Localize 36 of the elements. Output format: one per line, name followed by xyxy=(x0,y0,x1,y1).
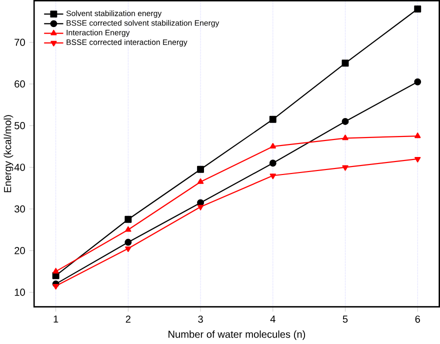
x-tick-label: 2 xyxy=(126,316,130,323)
x-tick-label: 3 xyxy=(198,316,203,323)
point xyxy=(270,143,276,149)
y-axis-title: Energy (kcal/mol) xyxy=(4,115,14,192)
y-tick-label: 10 xyxy=(14,288,25,296)
y-tick-label: 50 xyxy=(14,122,25,130)
point xyxy=(269,116,276,124)
point xyxy=(342,60,349,67)
point xyxy=(414,132,421,138)
x-tick-label: 4 xyxy=(270,316,276,323)
x-axis-title: Number of water molecules (n) xyxy=(168,330,306,340)
point xyxy=(414,157,421,163)
point xyxy=(342,118,349,126)
y-tick-label: 40 xyxy=(14,164,25,172)
y-tick-label: 70 xyxy=(14,38,25,46)
point xyxy=(197,166,204,174)
point xyxy=(342,165,348,171)
point xyxy=(414,6,422,13)
point xyxy=(342,134,348,140)
x-tick-label: 1 xyxy=(54,316,58,323)
x-tick-label: 5 xyxy=(342,316,348,323)
point xyxy=(414,78,422,86)
point xyxy=(270,174,276,180)
y-tick-label: 60 xyxy=(14,80,25,88)
point xyxy=(52,268,59,274)
y-tick-label: 20 xyxy=(14,247,25,254)
point xyxy=(124,239,132,246)
point xyxy=(269,160,276,167)
point xyxy=(125,246,132,252)
point xyxy=(52,284,59,290)
point xyxy=(125,226,132,232)
point xyxy=(197,178,204,184)
x-tick-label: 6 xyxy=(415,316,420,323)
y-tick-label: 30 xyxy=(14,206,25,213)
point xyxy=(124,216,132,224)
point xyxy=(197,205,204,211)
